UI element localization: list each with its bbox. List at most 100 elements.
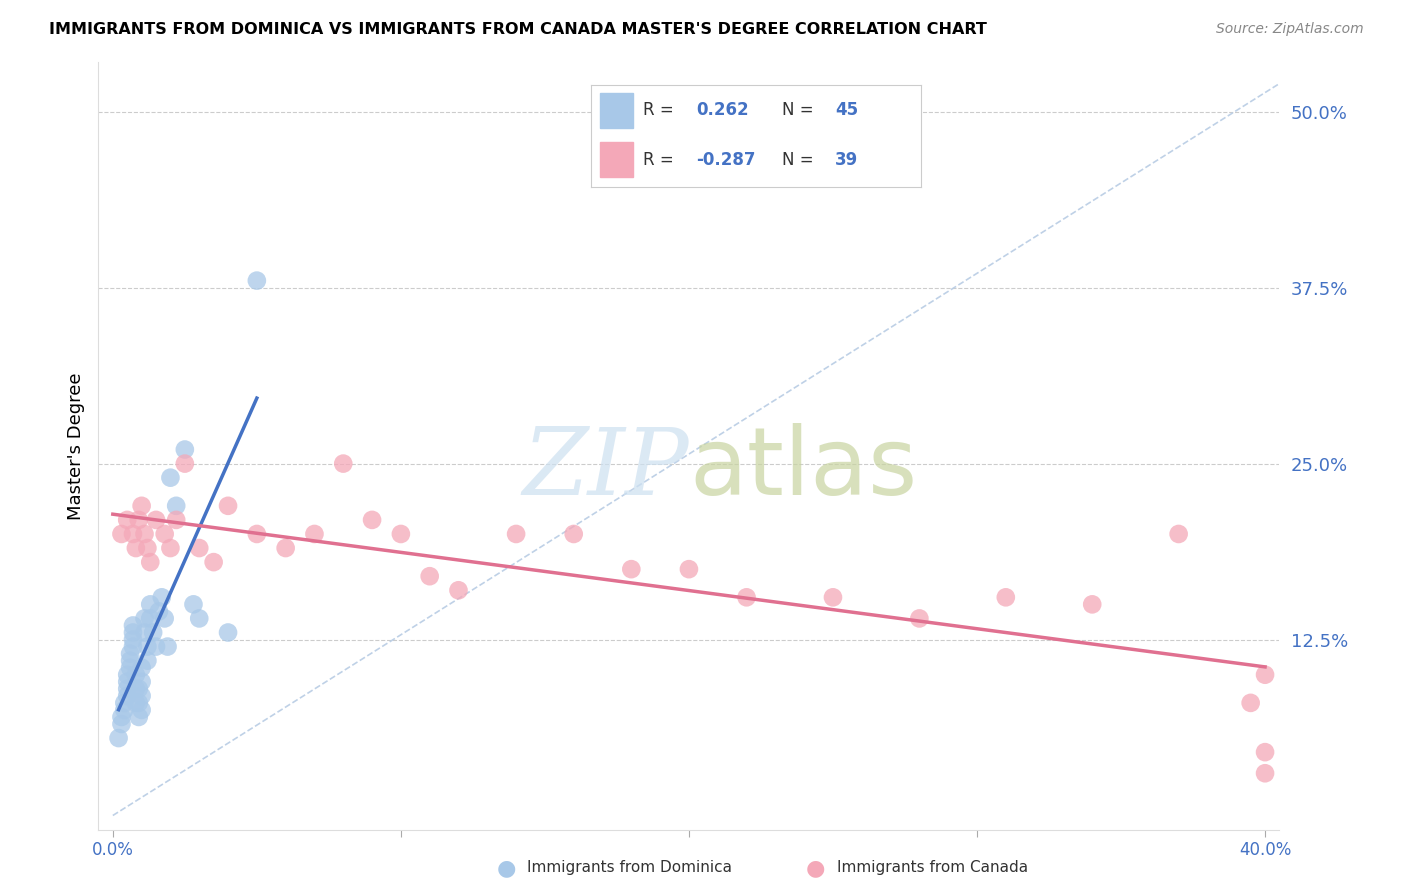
Text: N =: N =: [782, 102, 814, 120]
Point: [112, 703, 135, 717]
Point: [165, 513, 187, 527]
Point: [122, 618, 145, 632]
Point: [115, 689, 138, 703]
Point: [165, 499, 187, 513]
Point: [419, 569, 441, 583]
Point: [1254, 745, 1277, 759]
Point: [139, 555, 162, 569]
Point: [145, 640, 167, 654]
Point: [125, 681, 148, 696]
Point: [188, 611, 211, 625]
Point: [139, 598, 162, 612]
Bar: [600, 142, 634, 177]
Point: [217, 499, 239, 513]
Point: [1081, 598, 1104, 612]
Point: [735, 591, 758, 605]
Text: N =: N =: [782, 151, 814, 169]
Point: [142, 625, 165, 640]
Point: [134, 625, 156, 640]
Point: [148, 604, 170, 618]
Text: ZIP: ZIP: [522, 424, 689, 514]
Point: [131, 703, 153, 717]
Text: 0.262: 0.262: [696, 102, 749, 120]
Point: [110, 527, 132, 541]
Point: [115, 513, 138, 527]
Point: [131, 661, 153, 675]
Point: [173, 457, 195, 471]
Point: [505, 527, 527, 541]
Point: [128, 696, 150, 710]
Point: [246, 274, 269, 288]
Point: [128, 710, 150, 724]
Point: [120, 647, 142, 661]
Point: [274, 541, 297, 555]
Point: [131, 674, 153, 689]
Text: Source: ZipAtlas.com: Source: ZipAtlas.com: [1216, 22, 1364, 37]
Point: [125, 667, 148, 681]
Point: [120, 654, 142, 668]
Point: [994, 591, 1017, 605]
Point: [120, 661, 142, 675]
Point: [115, 681, 138, 696]
Point: [110, 710, 132, 724]
Point: [150, 591, 173, 605]
Point: [107, 731, 129, 745]
Point: [125, 541, 148, 555]
Point: [136, 640, 159, 654]
Point: [183, 598, 205, 612]
Point: [128, 681, 150, 696]
Text: 45: 45: [835, 102, 858, 120]
Point: [145, 513, 167, 527]
Point: [136, 541, 159, 555]
Y-axis label: Master's Degree: Master's Degree: [66, 372, 84, 520]
Point: [125, 696, 148, 710]
Point: [122, 632, 145, 647]
Point: [159, 541, 181, 555]
Point: [908, 611, 931, 625]
Point: [332, 457, 354, 471]
Point: [246, 527, 269, 541]
Point: [136, 654, 159, 668]
Point: [173, 442, 195, 457]
Text: Immigrants from Dominica: Immigrants from Dominica: [527, 861, 733, 875]
Point: [110, 717, 132, 731]
Text: Immigrants from Canada: Immigrants from Canada: [837, 861, 1028, 875]
Point: [304, 527, 326, 541]
Text: atlas: atlas: [689, 423, 917, 515]
Point: [122, 640, 145, 654]
Text: -0.287: -0.287: [696, 151, 756, 169]
Point: [156, 640, 179, 654]
Point: [159, 471, 181, 485]
Point: [821, 591, 844, 605]
Point: [1254, 667, 1277, 681]
Point: [122, 625, 145, 640]
Point: [678, 562, 700, 576]
Point: [134, 527, 156, 541]
Point: [188, 541, 211, 555]
Point: [202, 555, 225, 569]
Point: [389, 527, 412, 541]
Point: [1167, 527, 1189, 541]
Point: [562, 527, 585, 541]
Point: [620, 562, 643, 576]
Point: [139, 611, 162, 625]
Point: [153, 527, 176, 541]
Point: [122, 527, 145, 541]
Text: ●: ●: [496, 858, 516, 878]
Point: [131, 689, 153, 703]
Point: [447, 583, 470, 598]
Text: R =: R =: [644, 151, 673, 169]
Point: [115, 674, 138, 689]
Point: [1240, 696, 1263, 710]
Bar: [600, 93, 634, 128]
Text: 39: 39: [835, 151, 858, 169]
Text: R =: R =: [644, 102, 673, 120]
Point: [112, 696, 135, 710]
Point: [153, 611, 176, 625]
Point: [217, 625, 239, 640]
Text: IMMIGRANTS FROM DOMINICA VS IMMIGRANTS FROM CANADA MASTER'S DEGREE CORRELATION C: IMMIGRANTS FROM DOMINICA VS IMMIGRANTS F…: [49, 22, 987, 37]
Text: ●: ●: [806, 858, 825, 878]
Point: [1254, 766, 1277, 780]
Point: [131, 499, 153, 513]
Point: [128, 513, 150, 527]
